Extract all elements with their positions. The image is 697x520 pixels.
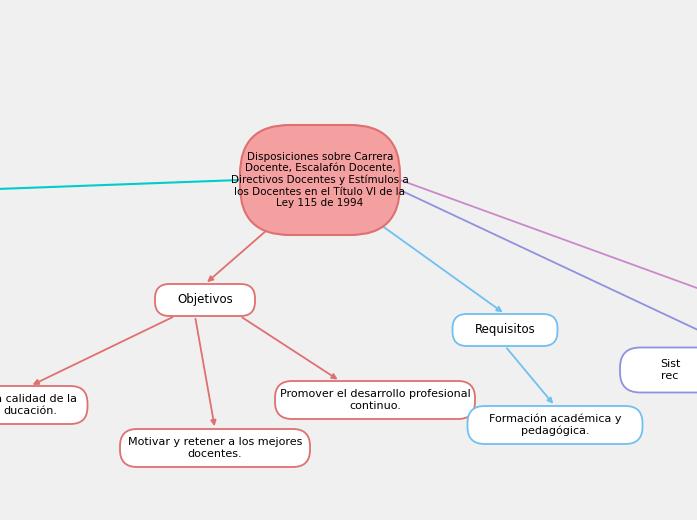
Text: Objetivos: Objetivos [177,293,233,306]
Text: Formación académica y
pedagógica.: Formación académica y pedagógica. [489,413,621,436]
FancyBboxPatch shape [240,125,400,235]
Text: Promover el desarrollo profesional
continuo.: Promover el desarrollo profesional conti… [279,389,470,411]
FancyBboxPatch shape [275,381,475,419]
Text: r la calidad de la
ducación.: r la calidad de la ducación. [0,394,77,416]
FancyBboxPatch shape [0,386,88,424]
Text: Requisitos: Requisitos [475,323,535,336]
Text: Motivar y retener a los mejores
docentes.: Motivar y retener a los mejores docentes… [128,437,302,459]
FancyBboxPatch shape [155,284,255,316]
FancyBboxPatch shape [452,314,558,346]
FancyBboxPatch shape [468,406,643,444]
FancyBboxPatch shape [120,429,310,467]
Text: Sist
rec: Sist rec [660,359,680,381]
Text: Disposiciones sobre Carrera
Docente, Escalafón Docente,
Directivos Docentes y Es: Disposiciones sobre Carrera Docente, Esc… [231,151,409,209]
FancyBboxPatch shape [620,347,697,393]
